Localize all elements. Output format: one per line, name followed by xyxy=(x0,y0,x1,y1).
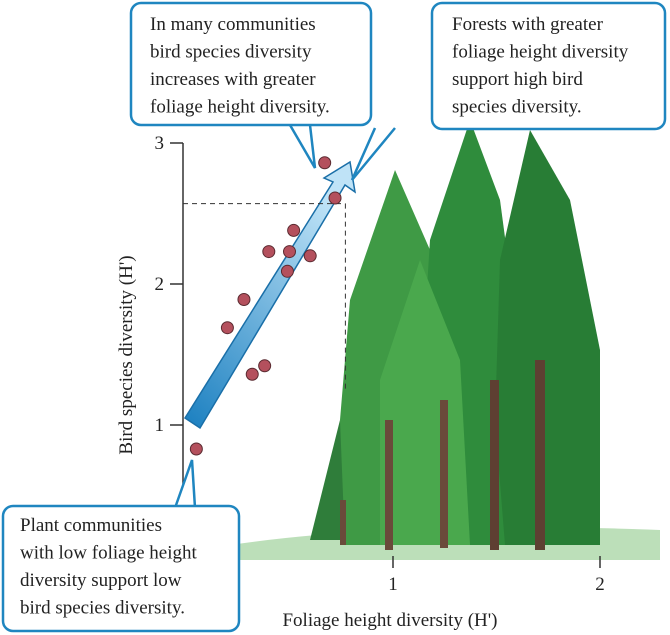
callout-text: Forests with greater xyxy=(452,14,604,35)
callout-text: support high bird xyxy=(452,69,583,90)
trees xyxy=(230,120,660,560)
callout-box xyxy=(1,504,241,633)
callout-box xyxy=(430,1,667,131)
callout-box xyxy=(129,1,373,127)
callout-text: In many communities xyxy=(150,14,316,35)
point xyxy=(283,245,296,259)
y-tick-label: 1 xyxy=(155,415,165,436)
point xyxy=(237,293,251,307)
x-axis-label: Foliage height diversity (H') xyxy=(282,610,497,631)
y-axis-label: Bird species diversity (H') xyxy=(116,255,137,454)
callout-text: with low foliage height xyxy=(20,543,197,564)
point xyxy=(220,321,234,335)
point xyxy=(262,245,276,259)
point xyxy=(189,442,203,456)
y-tick-label: 2 xyxy=(155,274,165,295)
point xyxy=(303,249,317,263)
callout-pointer xyxy=(288,124,317,169)
x-tick-label: 1 xyxy=(388,574,398,595)
point xyxy=(280,264,294,278)
callout-text: bird species diversity xyxy=(150,42,312,63)
callout-text: Plant communities xyxy=(20,515,162,536)
callout-text: increases with greater xyxy=(150,69,316,90)
point xyxy=(318,156,332,170)
callout-pointer xyxy=(173,459,197,509)
callout-text: foliage height diversity. xyxy=(150,97,330,118)
x-tick-label: 2 xyxy=(595,574,605,595)
callout-text: bird species diversity. xyxy=(20,598,185,619)
point xyxy=(287,223,301,237)
point xyxy=(328,191,342,205)
callout-text: diversity support low xyxy=(20,570,182,591)
callout-text: foliage height diversity xyxy=(452,42,629,63)
callout-text: species diversity. xyxy=(452,97,582,118)
point xyxy=(245,367,259,381)
trend-arrow xyxy=(183,160,357,430)
y-tick-label: 3 xyxy=(155,133,165,154)
callout-pointer xyxy=(350,127,396,181)
point xyxy=(258,359,272,373)
